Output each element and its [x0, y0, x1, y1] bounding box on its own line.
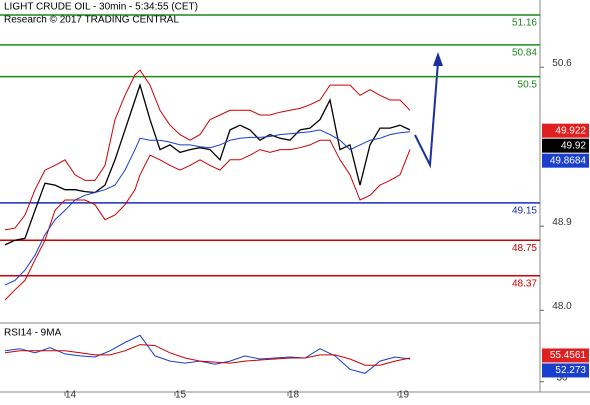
level-label: 48.75: [512, 243, 537, 254]
price-tag: [542, 363, 589, 378]
y-tick-label: 48.0: [552, 301, 572, 312]
series-line: [4, 334, 411, 374]
series-line: [4, 82, 411, 246]
x-tick-label: 19: [398, 390, 410, 400]
price-tag-label: 52.273: [555, 365, 586, 376]
price-tag-label: 49.922: [555, 125, 586, 136]
price-tag: [542, 123, 589, 138]
series-line: [4, 344, 411, 366]
y-tick-label: 48.9: [552, 217, 572, 228]
series-line: [4, 139, 411, 301]
x-tick-label: 15: [175, 390, 187, 400]
series-line: [4, 69, 411, 231]
price-tag: [542, 153, 589, 168]
price-tag-label: 49.8684: [550, 155, 587, 166]
x-tick-label: 18: [288, 390, 300, 400]
chart-title: LIGHT CRUDE OIL - 30min - 5:34:55 (CET): [4, 2, 198, 13]
price-tag-label: 55.4561: [550, 350, 587, 361]
level-label: 50.5: [518, 79, 538, 90]
price-tag-label: 49.92: [561, 140, 586, 151]
x-tick-label: 14: [65, 390, 77, 400]
y-tick-label: 50.6: [552, 58, 572, 69]
chart-subtitle: Research © 2017 TRADING CENTRAL: [4, 15, 179, 26]
level-label: 48.37: [512, 278, 537, 289]
series-line: [4, 129, 411, 286]
rsi-title: RSI14 - 9MA: [4, 328, 62, 339]
price-tag: [542, 138, 589, 153]
level-label: 49.15: [512, 205, 537, 216]
y-tick-label: 30: [556, 372, 568, 383]
level-label: 50.84: [512, 48, 537, 59]
projection-arrow-head: [433, 52, 443, 66]
level-label: 51.16: [512, 18, 537, 29]
price-tag: [542, 348, 589, 363]
projection-arrow: [414, 61, 439, 169]
